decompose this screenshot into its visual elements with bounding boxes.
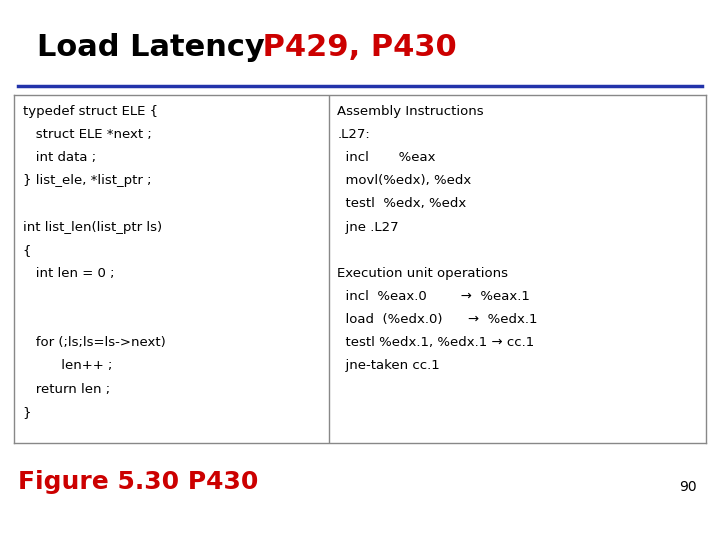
Text: load  (%edx.0)      →  %edx.1: load (%edx.0) → %edx.1 (337, 313, 538, 326)
Text: testl %edx.1, %edx.1 → cc.1: testl %edx.1, %edx.1 → cc.1 (337, 336, 534, 349)
Text: incl       %eax: incl %eax (337, 151, 436, 164)
Text: }: } (23, 406, 31, 419)
Text: jne-taken cc.1: jne-taken cc.1 (337, 360, 440, 373)
Text: Execution unit operations: Execution unit operations (337, 267, 508, 280)
Text: typedef struct ELE {: typedef struct ELE { (23, 105, 158, 118)
Text: return len ;: return len ; (23, 383, 110, 396)
Text: Load Latency: Load Latency (37, 33, 265, 62)
Text: incl  %eax.0        →  %eax.1: incl %eax.0 → %eax.1 (337, 290, 530, 303)
Text: struct ELE *next ;: struct ELE *next ; (23, 128, 151, 141)
Text: int data ;: int data ; (23, 151, 96, 164)
Text: movl(%edx), %edx: movl(%edx), %edx (337, 174, 472, 187)
Text: for (;ls;ls=ls->next): for (;ls;ls=ls->next) (23, 336, 166, 349)
Text: 90: 90 (680, 480, 697, 494)
Text: int list_len(list_ptr ls): int list_len(list_ptr ls) (23, 221, 162, 234)
Text: .L27:: .L27: (337, 128, 370, 141)
Text: {: { (23, 244, 31, 257)
Text: P429, P430: P429, P430 (252, 33, 456, 62)
Text: int len = 0 ;: int len = 0 ; (23, 267, 114, 280)
Text: Assembly Instructions: Assembly Instructions (337, 105, 484, 118)
Text: } list_ele, *list_ptr ;: } list_ele, *list_ptr ; (23, 174, 151, 187)
Text: jne .L27: jne .L27 (337, 221, 399, 234)
Text: Figure 5.30 P430: Figure 5.30 P430 (18, 470, 258, 494)
Text: len++ ;: len++ ; (23, 360, 112, 373)
Text: testl  %edx, %edx: testl %edx, %edx (337, 198, 467, 211)
